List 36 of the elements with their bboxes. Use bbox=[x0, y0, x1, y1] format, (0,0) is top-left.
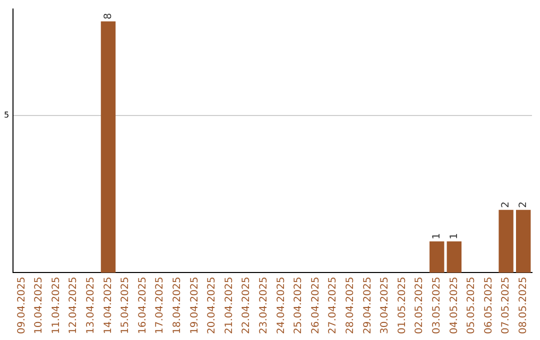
x-tick-label: 28.04.2025 bbox=[344, 276, 356, 334]
x-tick-label: 13.04.2025 bbox=[86, 276, 97, 334]
x-tick-label: 30.04.2025 bbox=[380, 276, 391, 334]
x-tick-label: 06.05.2025 bbox=[483, 276, 494, 334]
x-tick-label: 12.04.2025 bbox=[68, 276, 80, 334]
x-tick-label: 05.05.2025 bbox=[466, 276, 478, 334]
x-tick-label: 08.05.2025 bbox=[518, 276, 529, 334]
x-tick-label: 25.04.2025 bbox=[293, 276, 304, 334]
x-tick-label: 04.05.2025 bbox=[448, 276, 460, 334]
x-tick-label: 15.04.2025 bbox=[120, 276, 132, 334]
x-tick-label: 24.04.2025 bbox=[276, 276, 287, 334]
x-tick-label: 19.04.2025 bbox=[189, 276, 200, 334]
x-tick-label: 07.05.2025 bbox=[500, 276, 512, 334]
data-label: 8 bbox=[102, 12, 114, 20]
data-label: 1 bbox=[448, 232, 460, 240]
x-tick-label: 16.04.2025 bbox=[137, 276, 148, 334]
x-tick-label: 17.04.2025 bbox=[154, 276, 166, 334]
x-tick-label: 20.04.2025 bbox=[206, 276, 218, 334]
x-tick-label: 01.05.2025 bbox=[396, 276, 408, 334]
x-tick-label: 23.04.2025 bbox=[258, 276, 270, 334]
x-tick-label: 21.04.2025 bbox=[224, 276, 235, 334]
x-tick-label: 22.04.2025 bbox=[241, 276, 252, 334]
x-tick-label: 26.04.2025 bbox=[310, 276, 322, 334]
y-tick-label: 5 bbox=[4, 110, 10, 120]
x-tick-label: 18.04.2025 bbox=[172, 276, 184, 334]
x-tick-label: 09.04.2025 bbox=[16, 276, 28, 334]
x-tick-label: 02.05.2025 bbox=[414, 276, 426, 334]
x-tick-label: 03.05.2025 bbox=[431, 276, 442, 334]
data-label: 2 bbox=[500, 202, 512, 208]
data-label: 2 bbox=[518, 202, 529, 208]
x-tick-label: 14.04.2025 bbox=[102, 276, 114, 334]
x-tick-label: 10.04.2025 bbox=[34, 276, 45, 334]
data-label: 1 bbox=[431, 232, 442, 240]
x-tick-label: 11.04.2025 bbox=[50, 276, 62, 334]
x-tick-label: 27.04.2025 bbox=[328, 276, 339, 334]
x-tick-label: 29.04.2025 bbox=[362, 276, 374, 334]
